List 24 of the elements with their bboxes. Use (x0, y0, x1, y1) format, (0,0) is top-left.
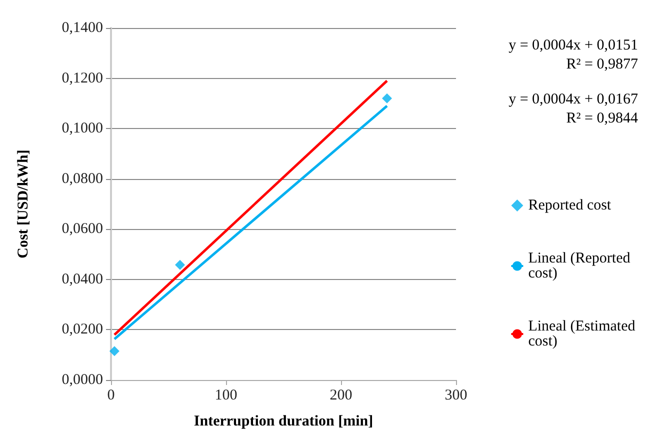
y-tick-label: 0,1000 (62, 120, 103, 137)
y-tick-label: 0,1200 (62, 70, 103, 86)
x-tick-label: 300 (444, 388, 468, 404)
y-tick-label: 0,0400 (62, 271, 103, 288)
legend-label: Lineal (Estimated cost) (528, 318, 640, 350)
point (175, 260, 185, 270)
text: R² = 0,9877 (566, 56, 638, 72)
y-axis-title: Cost [USD/kWh] (16, 150, 32, 258)
x-tick-label: 0 (107, 388, 115, 404)
text: y = 0,0004x + 0,0151 (508, 38, 638, 54)
text: y = 0,0004x + 0,0167 (508, 92, 638, 108)
y-tick-label: 0,0000 (62, 372, 103, 388)
point (109, 346, 120, 356)
point (382, 93, 392, 104)
y-tick-label: 0,0600 (62, 221, 103, 238)
x-tick-label: 100 (214, 388, 238, 404)
y-tick-label: 0,0200 (62, 322, 103, 338)
text: R² = 0,9844 (566, 110, 638, 126)
y-tick-label: 0,1400 (62, 20, 103, 36)
x-axis-title: Interruption duration [min] (194, 414, 374, 430)
y-tick-label: 0,0800 (62, 170, 103, 187)
legend-label: Lineal (Reported cost) (528, 250, 634, 282)
x-tick-label: 200 (330, 388, 352, 404)
legend-label: Reported cost (528, 198, 612, 214)
